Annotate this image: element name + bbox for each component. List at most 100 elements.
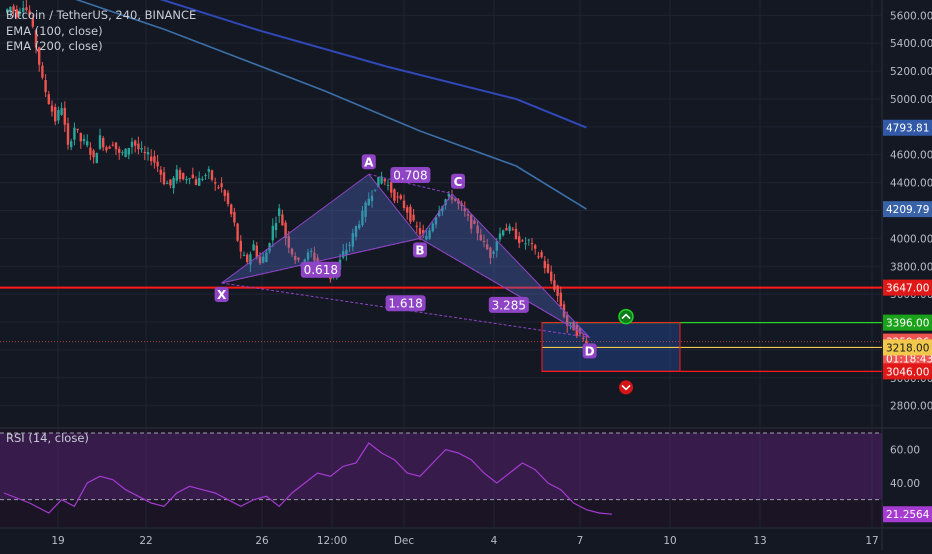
candle-body [204,175,207,177]
pattern-point-d-badge [582,343,597,359]
stop-price-tag: 3046.00 [886,366,929,378]
ratio-label: 0.618 [304,263,338,277]
candle-body [524,243,527,245]
time-tick-label: 12:00 [317,535,347,547]
candle-body [130,141,134,147]
candle-body [428,230,431,239]
candle-body [460,203,463,207]
target-zone-border [541,322,681,372]
candle-body [76,128,79,131]
candle-body [342,251,345,258]
candle-body [489,247,492,258]
down-arrow-icon[interactable] [619,380,633,395]
rsi-line [3,442,613,515]
candle-body [303,259,306,264]
candle-body [361,210,364,226]
candle-body [252,244,255,251]
candle-body [60,108,63,115]
candle-body [518,236,521,244]
candle-body [498,233,502,240]
candle-body [412,214,415,221]
candle-body [313,252,316,261]
candle-body [214,182,217,184]
candle-body [572,322,575,331]
candle-body [425,235,428,240]
price-tick-label: 5000.00 [890,94,932,106]
candle-body [399,195,402,199]
pattern-point-c-badge [451,173,465,189]
candle-body [258,256,262,264]
candle-body [457,199,460,204]
candle-body [556,285,559,296]
candle-body [578,328,582,334]
candle-body [118,148,121,153]
target-price-tag-bg [883,314,932,331]
candle-body [393,189,396,201]
ratio-badge [385,295,426,312]
candle-body [486,244,489,250]
pattern-point-c: C [454,175,463,189]
candle-body [121,152,124,154]
grid-layer [0,0,882,528]
candle-body [367,198,370,206]
candle-body [543,260,546,268]
price-tick-label: 3800.00 [890,261,932,273]
time-tick-label: 17 [865,535,878,547]
candle-body [140,148,143,150]
candle-body [34,30,38,48]
candle-body [108,146,111,149]
candle-body [44,79,47,93]
candle-body [162,172,166,185]
candle-body [473,220,476,224]
candle-body [172,177,175,189]
ratio-label: 3.285 [492,298,526,312]
candle-body [354,226,358,237]
candle-body [127,148,130,155]
candle-body [358,224,361,229]
candle-body [306,252,310,260]
time-tick-label: 7 [577,535,584,547]
candle-body [6,9,9,13]
candle-body [50,105,54,112]
candle-body [9,6,12,11]
target-price-tag: 3396.00 [886,318,929,330]
price-tick-label: 2800.00 [890,401,932,413]
rsi-legend: RSI (14, close) [6,431,89,445]
candle-body [390,181,393,193]
candle-body [114,142,118,150]
candle-body [66,123,70,145]
candle-body [89,147,92,155]
rsi-tick-label: 60.00 [890,445,920,457]
candle-body [377,177,380,188]
candle-body [262,256,265,263]
countdown-tag: 01:18:43 [886,354,932,366]
candle-body [566,315,569,326]
candle-body [530,243,534,245]
price-tick-label: 5600.00 [890,10,932,22]
candle-body [22,7,25,12]
ema100-line [75,0,587,210]
candle-body [370,195,374,202]
candle-body [220,183,223,188]
up-arrow-icon[interactable] [618,308,634,325]
rsi-current-tag-bg [883,506,932,523]
ratio-badge [390,167,431,184]
candle-body [236,223,239,241]
candle-body [396,196,399,198]
candle-body [92,150,95,158]
candle-body [230,204,233,215]
price-tick-label: 4400.00 [890,178,932,190]
candle-body [137,143,140,150]
price-axis: 5600.005400.005200.005000.004800.004600.… [883,10,932,523]
pattern-xb [221,237,421,284]
rsi-tick-label: 40.00 [890,478,920,490]
ratio-badge [488,296,529,313]
ema200-price-tag-bg [883,119,932,136]
candle-body [201,178,204,180]
candle-body [12,6,15,12]
candle-body [482,240,486,242]
candle-body [502,230,505,236]
ema100-price-tag-bg [883,201,932,218]
